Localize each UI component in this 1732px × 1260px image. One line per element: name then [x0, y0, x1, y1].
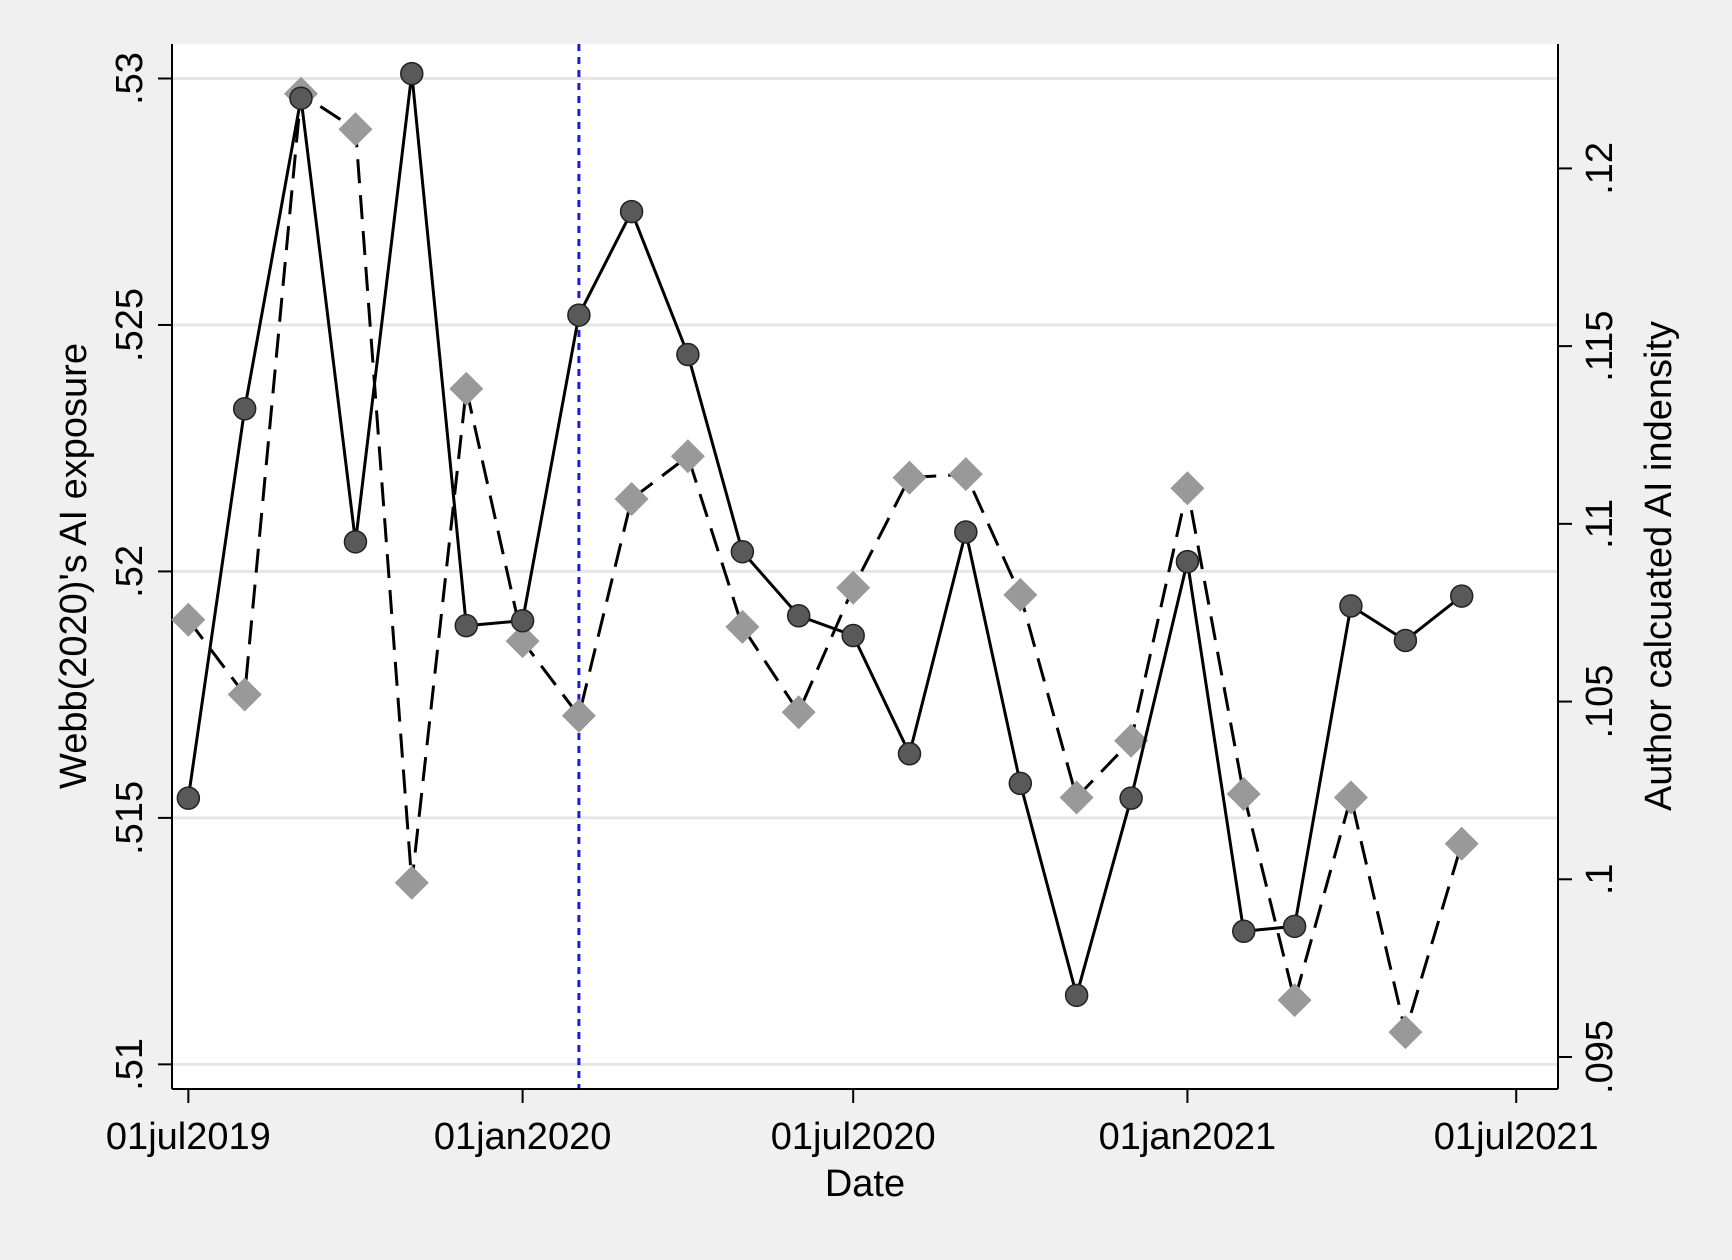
circle-point: [1064, 983, 1089, 1008]
diamond-point: [449, 371, 484, 406]
right-y-tick-label: .105: [1579, 665, 1621, 739]
right-y-tick-label: .095: [1579, 1020, 1621, 1094]
right-y-axis-title: Author calcuated AI indensity: [1638, 321, 1680, 811]
diamond-point: [338, 112, 373, 147]
diamond-point: [171, 602, 206, 637]
ticks: .51 .515 .52 .525 .53 .095 .1 .105 .11 .115 .12 01j…: [106, 52, 1621, 1158]
circle-point: [1175, 549, 1200, 574]
diamond-point: [892, 460, 927, 495]
left-y-tick-label: .525: [109, 288, 151, 362]
right-axis-series-line: [187, 92, 1464, 1034]
series: [171, 61, 1479, 1050]
diamond-point: [1333, 780, 1368, 815]
right-y-tick-label: .12: [1579, 142, 1621, 195]
circle-point: [176, 786, 201, 810]
left-y-tick-label: .515: [109, 781, 151, 855]
left-y-tick-label: .52: [109, 545, 151, 598]
diamond-point: [394, 865, 429, 900]
x-tick-label: 01jan2021: [1099, 1116, 1277, 1158]
diamond-point: [670, 439, 705, 474]
circle-point: [619, 199, 644, 224]
circle-point: [1008, 771, 1033, 796]
diamond-point: [227, 677, 262, 712]
circle-point: [730, 539, 755, 564]
left-y-tick-label: .51: [109, 1038, 151, 1091]
right-y-tick-label: .11: [1579, 499, 1621, 549]
x-tick-label: 01jul2020: [771, 1116, 936, 1158]
circle-point: [1119, 786, 1143, 810]
circle-point: [289, 86, 313, 110]
left-y-tick-label: .53: [109, 52, 151, 105]
diamond-point: [781, 695, 816, 730]
circle-point: [786, 604, 811, 628]
circle-point: [400, 61, 424, 86]
diamond-point: [1444, 826, 1479, 861]
circle-point: [1231, 919, 1256, 944]
diamond-point: [614, 482, 649, 516]
diamond-point: [561, 698, 596, 733]
diamond-point: [948, 457, 983, 492]
circle-point: [1282, 914, 1307, 939]
circle-point: [841, 623, 865, 648]
diamond-point: [725, 609, 760, 644]
circle-point: [1449, 584, 1474, 608]
circle-point: [454, 613, 479, 638]
circle-point: [567, 303, 591, 327]
gridlines: [172, 77, 1558, 1066]
diamond-point: [1388, 1015, 1423, 1050]
diamond-point: [1170, 471, 1205, 506]
diamond-point: [1114, 723, 1149, 758]
diamond-point: [836, 570, 871, 605]
diamond-point: [1226, 777, 1261, 811]
diamond-point: [1003, 577, 1038, 612]
x-tick-label: 01jul2021: [1434, 1116, 1599, 1158]
circle-point: [676, 342, 700, 367]
x-tick-label: 01jan2020: [434, 1116, 612, 1158]
x-axis-title: Date: [825, 1163, 905, 1205]
circle-point: [954, 520, 978, 544]
circle-point: [1393, 628, 1418, 653]
circle-point: [897, 742, 922, 766]
right-y-tick-label: .1: [1579, 863, 1621, 895]
x-tick-label: 01jul2019: [106, 1116, 271, 1158]
left-y-axis-title: Webb(2020)'s AI exposure: [53, 343, 95, 789]
circle-point: [510, 608, 535, 633]
diamond-point: [1277, 983, 1312, 1018]
right-y-tick-label: .115: [1579, 311, 1621, 382]
circle-point: [343, 530, 368, 554]
circle-point: [1339, 594, 1363, 618]
circle-point: [232, 397, 257, 421]
diamond-point: [1059, 780, 1094, 815]
axes: [171, 44, 1559, 1090]
diamond-point: [505, 624, 540, 659]
